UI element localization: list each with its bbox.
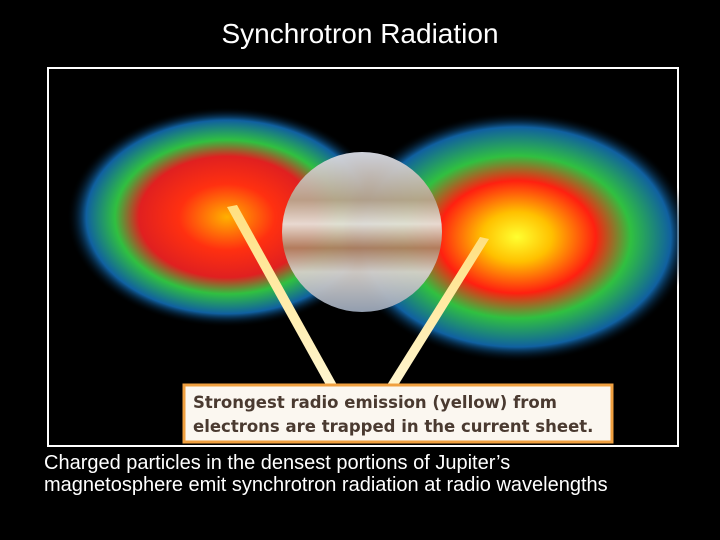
pointer-beam — [387, 237, 489, 387]
pointer-beam — [227, 205, 337, 387]
callout-box — [182, 383, 614, 444]
jupiter — [282, 152, 442, 312]
right-emission — [342, 112, 679, 362]
slide-title: Synchrotron Radiation — [221, 18, 499, 49]
callout-text: electrons are trapped in the current she… — [193, 417, 593, 436]
figure: Strongest radio emission (yellow) from e… — [47, 67, 679, 447]
caption: Charged particles in the densest portion… — [44, 452, 608, 496]
callout-text: Strongest radio emission (yellow) from — [193, 393, 557, 412]
